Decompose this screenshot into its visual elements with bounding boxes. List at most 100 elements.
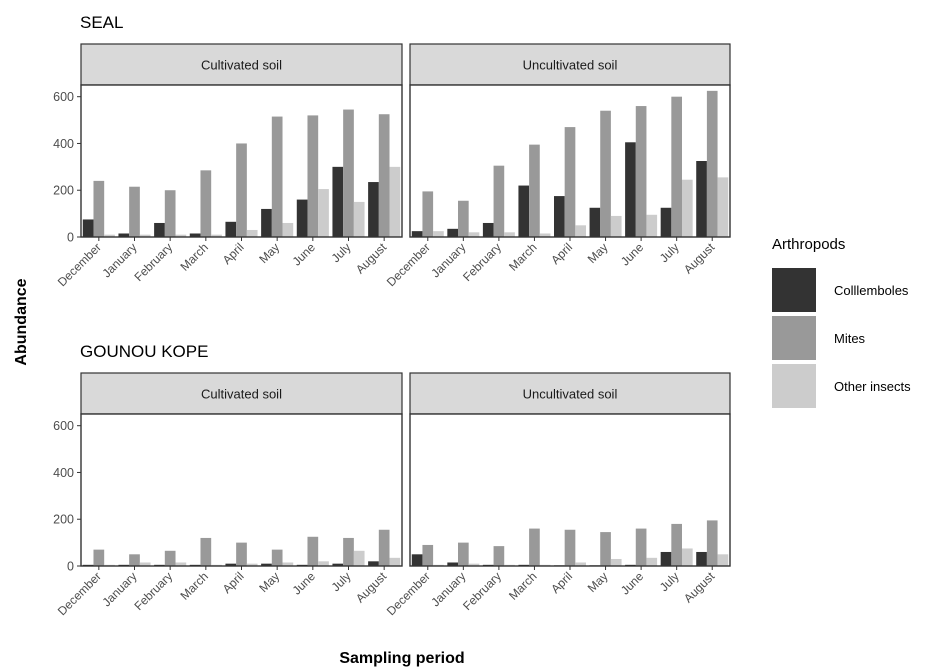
bar-other-insects — [139, 234, 151, 237]
bar-other-insects — [433, 231, 444, 237]
legend-items: Colllemboles Mites Other insects — [772, 268, 911, 408]
y-axis-label: Abundance — [13, 278, 30, 365]
panel-strip — [80, 43, 403, 86]
y-tick-label: 600 — [53, 90, 74, 104]
bar-mites — [529, 144, 540, 237]
bar-mites — [129, 186, 140, 237]
bar-colllemboles — [554, 196, 565, 237]
bar-colllemboles — [368, 182, 379, 237]
x-tick-label: July — [657, 569, 682, 594]
legend-swatch — [772, 316, 816, 360]
bar-mites — [164, 190, 176, 237]
x-tick-label: July — [657, 240, 682, 265]
bar-mites — [236, 542, 247, 566]
x-tick-label: March — [506, 240, 539, 273]
y-tick-label: 600 — [53, 419, 74, 433]
bar-other-insects — [318, 561, 329, 566]
bar-other-insects — [646, 214, 658, 237]
bar-colllemboles — [261, 563, 272, 566]
bar-other-insects — [468, 232, 480, 237]
bar-colllemboles — [589, 207, 601, 237]
panels-layer: SEAL Cultivated soilDecemberJanuaryFebrua… — [53, 13, 731, 618]
x-tick-label: August — [681, 240, 718, 277]
bar-other-insects — [539, 233, 551, 237]
x-tick-label: December — [55, 569, 104, 618]
x-tick-label: March — [506, 569, 539, 602]
bar-mites — [458, 200, 469, 237]
bar-colllemboles — [696, 161, 707, 237]
bar-colllemboles — [696, 551, 707, 566]
y-tick-label: 400 — [53, 466, 74, 480]
bar-mites — [271, 549, 283, 566]
y-tick-label: 400 — [53, 137, 74, 151]
y-tick-label: 200 — [53, 184, 74, 198]
bar-other-insects — [318, 189, 329, 237]
legend-swatch — [772, 268, 816, 312]
bar-other-insects — [610, 558, 622, 566]
bar-other-insects — [104, 234, 115, 237]
bar-mites — [93, 549, 105, 566]
bar-colllemboles — [368, 561, 379, 566]
bar-other-insects — [246, 229, 258, 237]
bar-mites — [200, 170, 212, 237]
legend-swatch — [772, 364, 816, 408]
bar-mites — [564, 529, 576, 566]
bar-colllemboles — [82, 219, 94, 237]
bar-mites — [671, 523, 682, 566]
bar-other-insects — [282, 222, 294, 237]
x-tick-label: March — [177, 569, 210, 602]
bar-other-insects — [575, 562, 586, 566]
bar-colllemboles — [332, 166, 344, 237]
bar-other-insects — [468, 563, 480, 566]
x-axis-label: Sampling period — [339, 650, 464, 667]
bar-colllemboles — [296, 199, 308, 237]
bar-other-insects — [504, 232, 515, 237]
bar-mites — [307, 536, 319, 566]
bar-other-insects — [717, 177, 729, 237]
bar-other-insects — [246, 563, 258, 566]
bar-other-insects — [175, 234, 187, 237]
x-tick-label: May — [585, 569, 611, 595]
bar-mites — [422, 544, 434, 566]
bar-mites — [200, 537, 212, 566]
bar-mites — [378, 114, 390, 237]
x-tick-label: April — [548, 569, 575, 596]
bar-mites — [458, 542, 469, 566]
bar-mites — [564, 127, 576, 237]
bar-mites — [493, 165, 505, 237]
bar-colllemboles — [154, 222, 165, 237]
x-tick-label: December — [55, 240, 104, 289]
bar-mites — [529, 528, 540, 566]
bar-mites — [422, 191, 434, 237]
bar-mites — [307, 115, 319, 237]
bar-colllemboles — [118, 233, 130, 237]
row-title: SEAL — [80, 13, 123, 32]
x-tick-label: June — [618, 569, 647, 598]
x-tick-label: May — [256, 240, 282, 266]
bar-mites — [236, 143, 247, 237]
bar-other-insects — [353, 201, 365, 237]
bar-other-insects — [610, 215, 622, 237]
x-tick-label: February — [131, 569, 175, 613]
bar-other-insects — [211, 234, 222, 237]
legend-label: Mites — [834, 331, 866, 346]
x-tick-label: April — [220, 240, 247, 267]
legend: Arthropods Colllemboles Mites Other insect… — [772, 236, 911, 408]
bar-mites — [706, 520, 718, 566]
bars — [411, 90, 729, 237]
bar-colllemboles — [225, 563, 237, 566]
panel-strip-label: Uncultivated soil — [523, 387, 618, 402]
bar-colllemboles — [518, 185, 530, 237]
row-title: GOUNOU KOPE — [80, 342, 208, 361]
x-tick-label: April — [220, 569, 247, 596]
x-tick-label: February — [460, 569, 504, 613]
bar-mites — [164, 550, 176, 566]
x-tick-label: February — [460, 240, 504, 284]
x-tick-label: April — [548, 240, 575, 267]
y-tick-label: 0 — [67, 231, 74, 245]
bar-other-insects — [389, 166, 401, 237]
bar-colllemboles — [447, 562, 458, 566]
